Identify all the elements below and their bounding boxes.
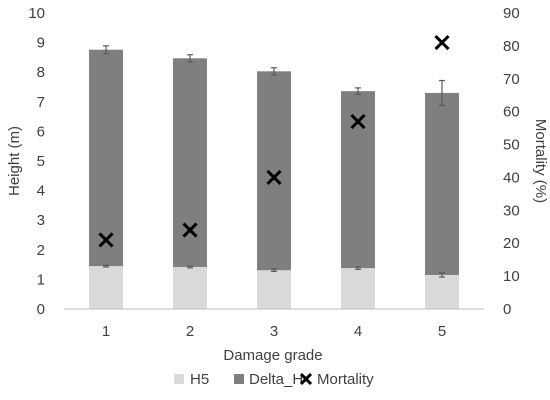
- y2-tick-label: 40: [503, 169, 520, 186]
- bar-h5: [425, 274, 459, 309]
- y-tick-label: 5: [37, 153, 45, 170]
- bar-h5: [257, 270, 291, 309]
- error-bar-delta-h: [103, 45, 109, 55]
- y-tick-label: 10: [28, 5, 45, 22]
- y2-axis-title: Mortality (%): [532, 119, 549, 203]
- legend-label-h5: H5: [190, 371, 209, 388]
- y-axis-left: 0 1 2 3 4 5 6 7 8 9 10: [28, 5, 45, 318]
- legend-swatch-delta-h: [234, 374, 244, 384]
- y-tick-label: 0: [37, 301, 45, 318]
- bars: [89, 49, 459, 309]
- y-tick-label: 2: [37, 242, 45, 259]
- x-axis-title: Damage grade: [223, 347, 322, 364]
- x-axis: 1 2 3 4 5: [102, 323, 446, 340]
- y-tick-label: 7: [37, 94, 45, 111]
- y2-tick-label: 10: [503, 268, 520, 285]
- error-bar-h5: [103, 264, 109, 268]
- y2-tick-label: 20: [503, 235, 520, 252]
- y2-tick-label: 0: [503, 301, 511, 318]
- x-tick-label: 2: [186, 323, 194, 340]
- legend-x-glyph: [299, 372, 313, 386]
- error-bar-h5: [271, 268, 277, 273]
- bar-delta-h: [173, 58, 207, 267]
- y-tick-label: 8: [37, 64, 45, 81]
- bar-h5: [173, 266, 207, 309]
- bar-h5: [341, 268, 375, 309]
- legend-label-mortality: Mortality: [317, 371, 374, 388]
- x-tick-label: 4: [354, 323, 362, 340]
- error-bar-h5: [355, 266, 361, 270]
- mortality-markers: [98, 35, 450, 248]
- y2-tick-label: 90: [503, 5, 520, 22]
- y-axis-title: Height (m): [6, 126, 23, 196]
- error-bars: [103, 45, 445, 278]
- y-axis-right: 0 10 20 30 40 50 60 70 80 90: [503, 5, 520, 318]
- mortality-point: [98, 232, 114, 248]
- y-tick-label: 9: [37, 35, 45, 52]
- y-tick-label: 3: [37, 212, 45, 229]
- bar-delta-h: [425, 92, 459, 275]
- legend-marker-mortality: [299, 372, 313, 386]
- y-tick-label: 1: [37, 271, 45, 288]
- error-bar-h5: [187, 265, 193, 269]
- bar-delta-h: [89, 49, 123, 267]
- bar-h5: [89, 266, 123, 309]
- mortality-point: [434, 35, 450, 51]
- y2-tick-label: 60: [503, 104, 520, 121]
- y-tick-label: 6: [37, 123, 45, 140]
- legend-swatch-h5: [174, 374, 184, 384]
- error-bar-delta-h: [355, 87, 361, 96]
- y2-tick-label: 50: [503, 137, 520, 154]
- bar-delta-h: [341, 91, 375, 269]
- error-bar-delta-h: [187, 54, 193, 63]
- mortality-point: [182, 222, 198, 238]
- y2-tick-label: 30: [503, 202, 520, 219]
- mortality-point: [350, 113, 366, 130]
- legend-label-delta-h: Delta_H: [249, 371, 303, 388]
- error-bar-delta-h: [271, 67, 277, 76]
- mortality-point: [266, 169, 282, 186]
- legend: H5 Delta_H Mortality: [174, 371, 374, 388]
- y2-tick-label: 70: [503, 71, 520, 88]
- bar-delta-h: [257, 71, 291, 271]
- y-tick-label: 4: [37, 183, 45, 200]
- y2-tick-label: 80: [503, 38, 520, 55]
- error-bar-h5: [439, 272, 445, 278]
- error-bar-delta-h: [439, 79, 445, 106]
- x-tick-label: 3: [270, 323, 278, 340]
- x-tick-label: 5: [438, 323, 446, 340]
- x-tick-label: 1: [102, 323, 110, 340]
